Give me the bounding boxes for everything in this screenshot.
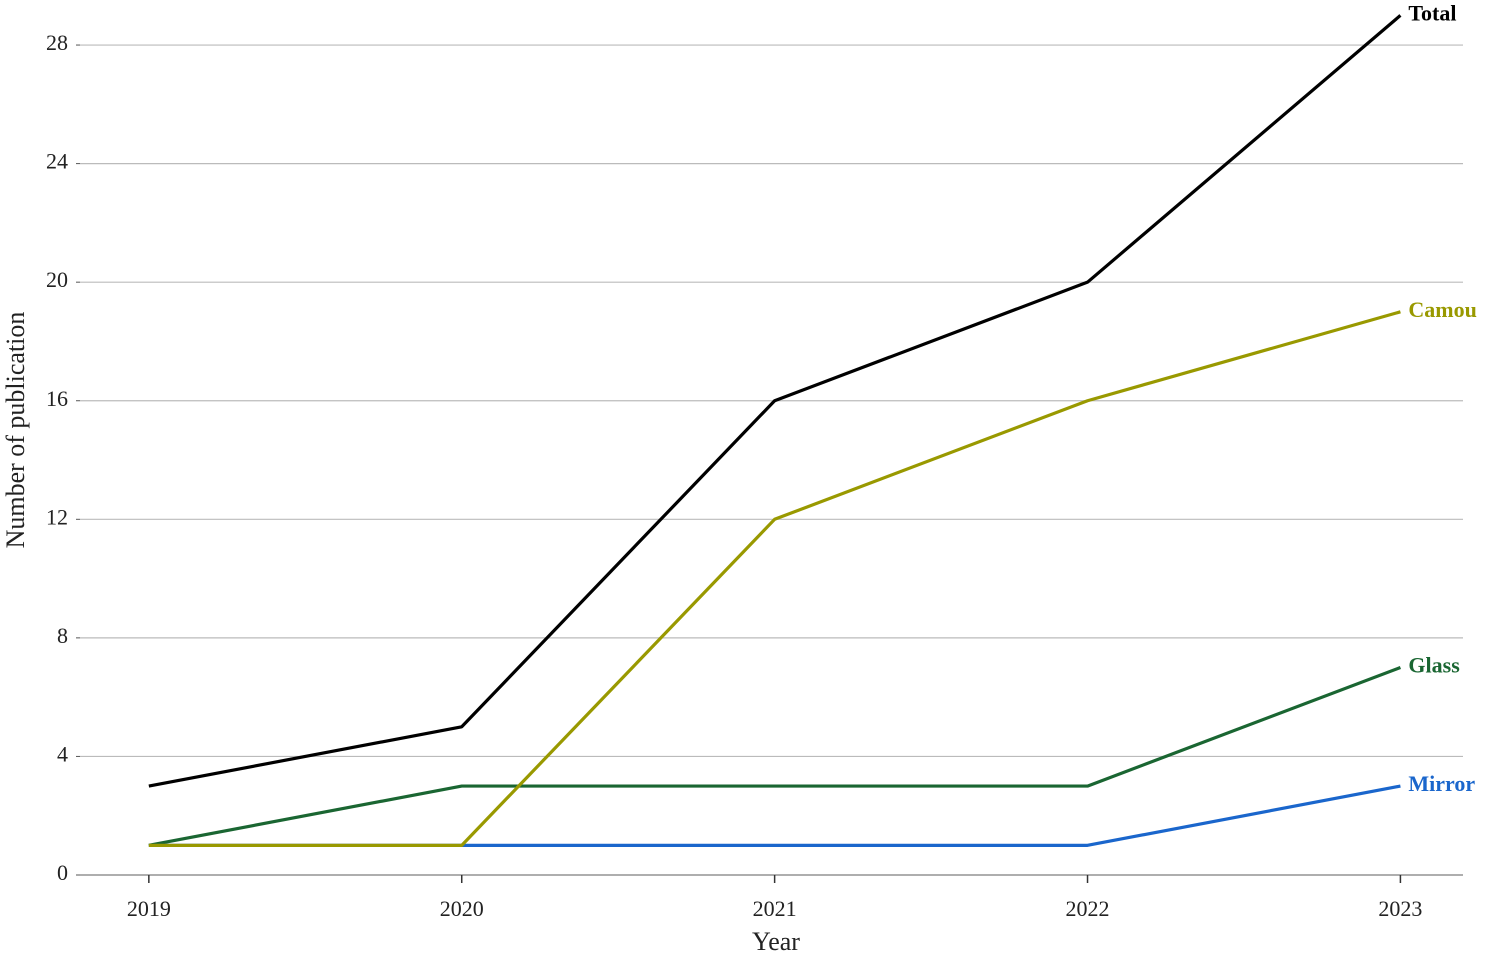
- x-tick-label: 2021: [753, 896, 797, 921]
- y-tick-label: 20: [46, 267, 68, 292]
- y-tick-label: 0: [57, 860, 68, 885]
- y-tick-label: 28: [46, 30, 68, 55]
- y-tick-label: 24: [46, 149, 68, 174]
- series-line: [148, 14, 1402, 788]
- series-line: [148, 666, 1401, 847]
- y-tick-label: 16: [46, 386, 68, 411]
- x-tick-label: 2022: [1066, 896, 1110, 921]
- series-label: Glass: [1408, 653, 1460, 678]
- series-line: [148, 310, 1401, 847]
- y-tick-label: 8: [57, 623, 68, 648]
- x-tick-label: 2020: [440, 896, 484, 921]
- x-tick-label: 2019: [127, 896, 171, 921]
- y-tick-label: 12: [46, 504, 68, 529]
- series-label: Camou: [1408, 297, 1476, 322]
- x-axis-title: Year: [752, 927, 800, 956]
- series-label: Total: [1408, 0, 1456, 25]
- x-tick-label: 2023: [1378, 896, 1422, 921]
- series-label: Mirror: [1408, 771, 1475, 796]
- y-tick-label: 4: [57, 741, 68, 766]
- y-axis-title: Number of publication: [1, 312, 30, 549]
- series-line: [148, 784, 1401, 847]
